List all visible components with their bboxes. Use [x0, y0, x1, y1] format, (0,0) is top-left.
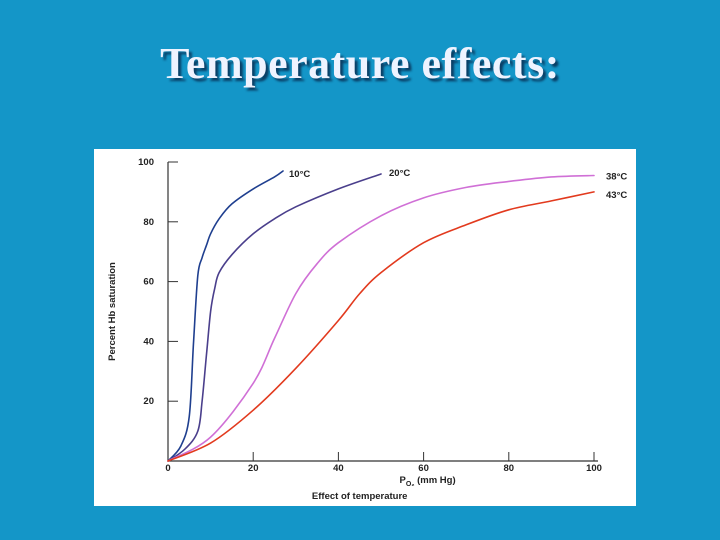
- x-tick-label: 100: [586, 463, 602, 474]
- oxygen-dissociation-chart: 0 20 40 60 80 100 20 40 60 80 100 Percent Hb satur…: [107, 157, 627, 502]
- x-tick-label: 80: [504, 463, 515, 474]
- y-tick-label: 80: [143, 217, 154, 228]
- slide-title: Temperature effects:: [160, 39, 560, 88]
- curve-series-2: [167, 173, 382, 462]
- labels: Percent Hb saturation PO₂ (mm Hg) Effect o…: [107, 168, 627, 502]
- x-tick-label: 40: [333, 463, 344, 474]
- y-tick-label: 40: [143, 336, 154, 347]
- curves: [167, 170, 595, 462]
- x-tick-label: 60: [418, 463, 429, 474]
- curve-series-4: [167, 191, 595, 462]
- y-tick-label: 20: [143, 396, 154, 407]
- chart-panel: 0 20 40 60 80 100 20 40 60 80 100 Percent Hb satur…: [94, 149, 636, 506]
- y-tick-label: 60: [143, 277, 154, 288]
- series-label-4: 43°C: [606, 190, 627, 201]
- y-axis-label: Percent Hb saturation: [107, 262, 118, 361]
- curve-series-1: [167, 170, 284, 462]
- x-axis-label: PO₂ (mm Hg): [400, 475, 456, 488]
- curve-series-3: [167, 174, 595, 462]
- series-label-1: 10°C: [289, 169, 310, 180]
- chart-caption: Effect of temperature: [312, 491, 408, 502]
- y-tick-label: 100: [138, 157, 154, 168]
- x-tick-label: 20: [248, 463, 259, 474]
- x-tick-label: 0: [165, 463, 170, 474]
- series-label-2: 20°C: [389, 168, 410, 179]
- series-label-3: 38°C: [606, 171, 627, 182]
- axes: 0 20 40 60 80 100 20 40 60 80 100: [138, 157, 602, 474]
